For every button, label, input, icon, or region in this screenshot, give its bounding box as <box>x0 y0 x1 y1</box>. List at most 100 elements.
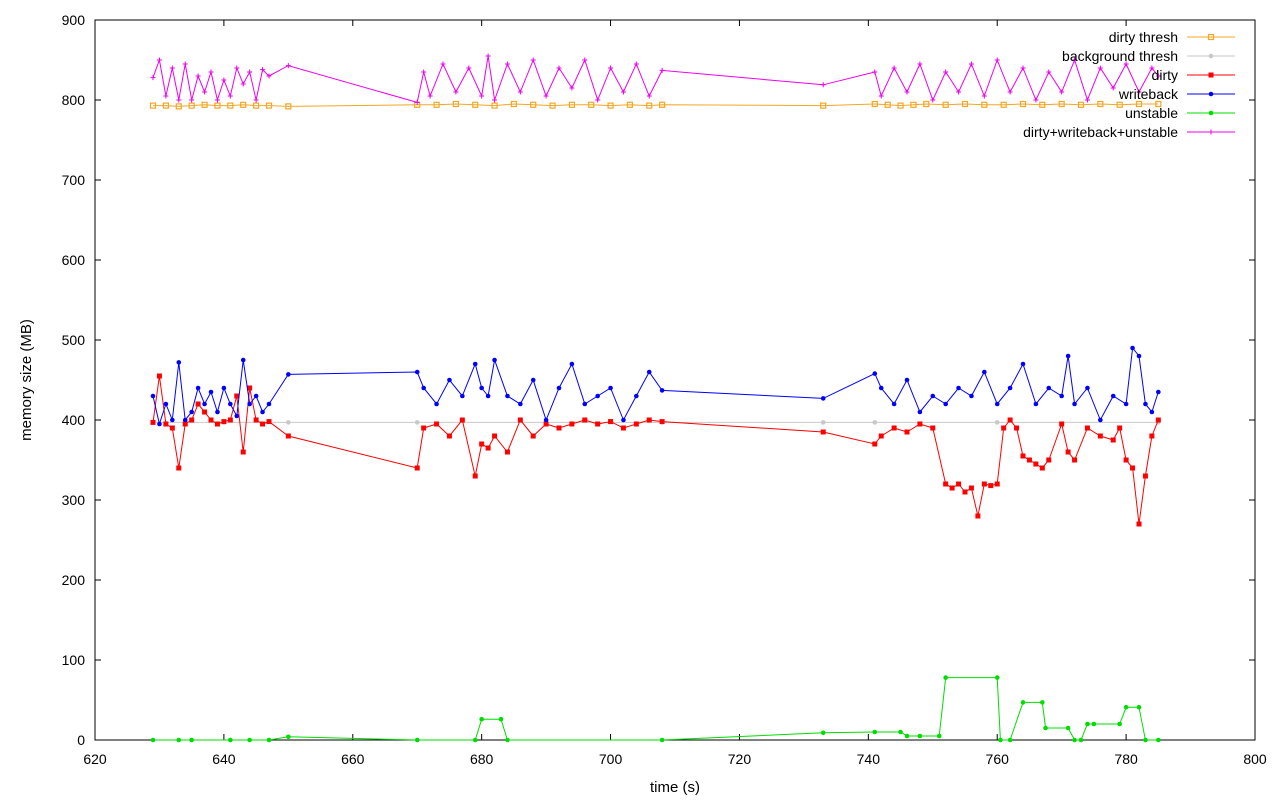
data-point-dirty-thresh <box>897 102 904 109</box>
data-point-writeback <box>1143 401 1148 407</box>
data-point-dirty-writeback-unstable <box>891 65 897 71</box>
data-point-dirty-thresh <box>240 101 247 108</box>
data-point-writeback <box>150 393 156 399</box>
data-point-unstable <box>1040 700 1045 705</box>
data-point-unstable <box>1065 725 1071 731</box>
data-point-writeback <box>543 417 549 423</box>
data-point-dirty-writeback-unstable <box>1007 89 1013 95</box>
y-tick-label: 400 <box>62 412 86 428</box>
data-point-dirty <box>949 485 955 491</box>
data-point-dirty <box>1039 465 1045 471</box>
data-point-dirty-writeback-unstable <box>156 57 162 63</box>
data-point-dirty-writeback-unstable <box>820 82 826 88</box>
data-point-dirty-thresh <box>981 101 988 108</box>
data-point-writeback <box>569 361 575 367</box>
y-tick-label: 0 <box>77 732 85 748</box>
data-point-unstable <box>479 716 484 722</box>
data-point-writeback <box>608 385 613 391</box>
data-point-unstable <box>994 675 1000 680</box>
data-point-writeback <box>208 389 214 395</box>
data-point-unstable <box>872 729 878 735</box>
data-point-dirty-thresh <box>253 102 260 109</box>
data-point-dirty <box>202 409 208 415</box>
legend-label: background thresh <box>1062 48 1178 64</box>
data-point-dirty <box>930 425 936 431</box>
data-point-dirty <box>1130 465 1136 471</box>
data-point-dirty-writeback-unstable <box>917 61 923 67</box>
data-point-writeback <box>182 417 188 423</box>
data-point-dirty <box>169 425 175 431</box>
data-point-dirty-writeback-unstable <box>620 89 626 95</box>
data-point-writeback <box>492 357 497 363</box>
data-point-dirty-writeback-unstable <box>904 89 910 95</box>
data-point-writeback <box>434 401 439 407</box>
series-line-dirty-thresh <box>153 103 1159 107</box>
data-point-unstable <box>1043 725 1048 731</box>
x-axis-label: time (s) <box>650 779 700 796</box>
legend-marker <box>1208 72 1214 78</box>
data-point-writeback <box>1123 401 1129 407</box>
data-point-dirty <box>1014 425 1020 431</box>
data-point-writeback <box>1020 361 1026 367</box>
data-point-dirty-thresh <box>607 102 614 109</box>
data-point-dirty <box>266 419 272 425</box>
data-point-writeback <box>234 413 240 419</box>
data-point-dirty-writeback-unstable <box>466 65 472 71</box>
data-point-writeback <box>1072 401 1077 407</box>
data-point-dirty-writeback-unstable <box>176 97 182 103</box>
data-point-dirty-writeback-unstable <box>485 53 491 59</box>
legend-label: dirty+writeback+unstable <box>1023 124 1178 140</box>
data-point-dirty <box>1072 457 1078 463</box>
data-point-dirty-writeback-unstable <box>504 61 510 67</box>
series-layer <box>149 53 1162 743</box>
x-tick-label: 780 <box>1114 751 1138 767</box>
data-point-dirty <box>1001 425 1007 431</box>
data-point-dirty <box>189 417 195 423</box>
y-axis-label: memory size (MB) <box>18 319 35 441</box>
data-point-unstable <box>1156 737 1161 743</box>
data-point-dirty-writeback-unstable <box>608 65 614 71</box>
legend-marker <box>1208 91 1214 97</box>
data-point-dirty <box>517 417 523 423</box>
data-point-dirty <box>595 421 601 427</box>
data-point-dirty-thresh <box>149 102 157 109</box>
y-tick-label: 900 <box>62 12 86 28</box>
data-point-dirty-writeback-unstable <box>659 67 665 73</box>
data-point-dirty <box>1117 425 1123 431</box>
data-point-dirty-writeback-unstable <box>556 65 562 71</box>
data-point-dirty-writeback-unstable <box>195 73 201 79</box>
data-point-writeback <box>485 393 491 399</box>
legend-item-writeback: writeback <box>1118 86 1235 102</box>
series-dirty-thresh <box>149 100 1162 110</box>
data-point-background-thresh <box>820 420 826 425</box>
data-point-dirty-writeback-unstable <box>1072 57 1078 63</box>
data-point-writeback <box>221 385 227 391</box>
data-point-dirty-writeback-unstable <box>633 61 639 67</box>
y-axis-ticks: 0 100 200 300 400 500 600 700 800 900 <box>62 12 1255 748</box>
data-point-dirty <box>234 393 240 399</box>
data-point-background-thresh <box>414 420 420 425</box>
data-point-unstable <box>266 737 272 743</box>
data-point-dirty-writeback-unstable <box>240 81 246 87</box>
data-point-writeback <box>917 409 923 415</box>
data-point-dirty-writeback-unstable <box>943 69 949 75</box>
legend: dirty thresh background thresh dirty writeb… <box>1023 29 1235 140</box>
data-point-unstable <box>1123 704 1129 710</box>
data-point-dirty-writeback-unstable <box>208 69 214 75</box>
data-point-writeback <box>189 409 194 415</box>
series-dirty <box>150 373 1161 527</box>
data-point-dirty <box>446 433 452 439</box>
data-point-writeback <box>1130 345 1135 351</box>
data-point-dirty <box>1084 425 1090 431</box>
data-point-dirty-writeback-unstable <box>163 93 169 99</box>
data-point-dirty-thresh <box>491 102 498 109</box>
data-point-dirty-thresh <box>530 101 537 108</box>
data-point-dirty <box>240 449 246 455</box>
x-tick-label: 740 <box>857 751 881 767</box>
data-point-dirty <box>530 433 536 439</box>
legend-item-dirty: dirty <box>1152 67 1235 83</box>
data-point-dirty-writeback-unstable <box>421 69 427 75</box>
data-point-writeback <box>646 369 652 375</box>
data-point-unstable <box>1072 737 1077 743</box>
data-point-dirty <box>633 421 639 427</box>
